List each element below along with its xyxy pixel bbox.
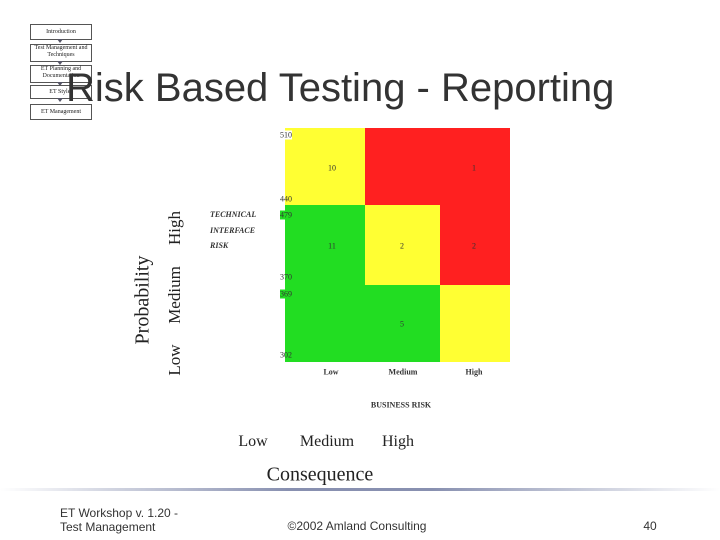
y-marker: 369 [280, 289, 292, 299]
cell-count: 5 [400, 319, 404, 329]
cell-count: 1 [472, 163, 476, 173]
footer-center: ©2002 Amland Consulting [287, 519, 427, 533]
cell [365, 205, 440, 285]
cell-count: 10 [328, 163, 336, 173]
side-label: TECHNICAL [210, 210, 257, 219]
y-axis-title: Probability [131, 255, 154, 345]
x-level: Low [238, 433, 268, 450]
cell [285, 285, 440, 362]
y-level: High [165, 211, 184, 245]
footer-left: Test Management [60, 520, 156, 534]
x-axis-title: Consequence [266, 463, 374, 486]
page-number: 40 [643, 519, 657, 533]
y-marker: 370 [280, 272, 292, 282]
nav-item[interactable]: ET Management [30, 104, 92, 120]
nav-item[interactable]: Introduction [30, 24, 92, 40]
nav-item[interactable]: Test Management and Techniques [30, 44, 92, 62]
cell-count: 2 [472, 241, 476, 251]
y-level: Low [165, 344, 184, 376]
y-marker: 479 [280, 210, 292, 220]
inner-x-title: BUSINESS RISK [370, 400, 432, 410]
inner-x-level: High [465, 367, 483, 377]
cell [285, 205, 365, 285]
slide-title: Risk Based Testing - Reporting [66, 66, 615, 110]
side-label: RISK [210, 241, 229, 250]
x-level: Medium [299, 433, 355, 450]
nav-arrow [57, 61, 63, 65]
nav-item[interactable]: ET Planning and Documentation [30, 65, 92, 83]
cell [440, 205, 510, 285]
cell [440, 285, 510, 362]
cell [285, 128, 365, 205]
inner-x-level: Medium [388, 367, 418, 377]
y-marker: 510 [280, 130, 292, 140]
cell-count: 11 [328, 241, 336, 251]
x-level: High [382, 433, 414, 450]
inner-x-level: Low [323, 367, 339, 377]
footer-rule [0, 488, 720, 491]
nav-arrow [57, 98, 63, 102]
cell-count: 2 [400, 241, 404, 251]
footer-left: ET Workshop v. 1.20 - [60, 506, 179, 520]
y-marker: 302 [280, 350, 292, 360]
side-label: INTERFACE [210, 226, 256, 235]
cell [365, 128, 510, 205]
y-level: Medium [165, 266, 184, 324]
nav-arrow [57, 39, 63, 43]
y-marker: 440 [280, 194, 292, 204]
nav-arrow [57, 82, 63, 86]
